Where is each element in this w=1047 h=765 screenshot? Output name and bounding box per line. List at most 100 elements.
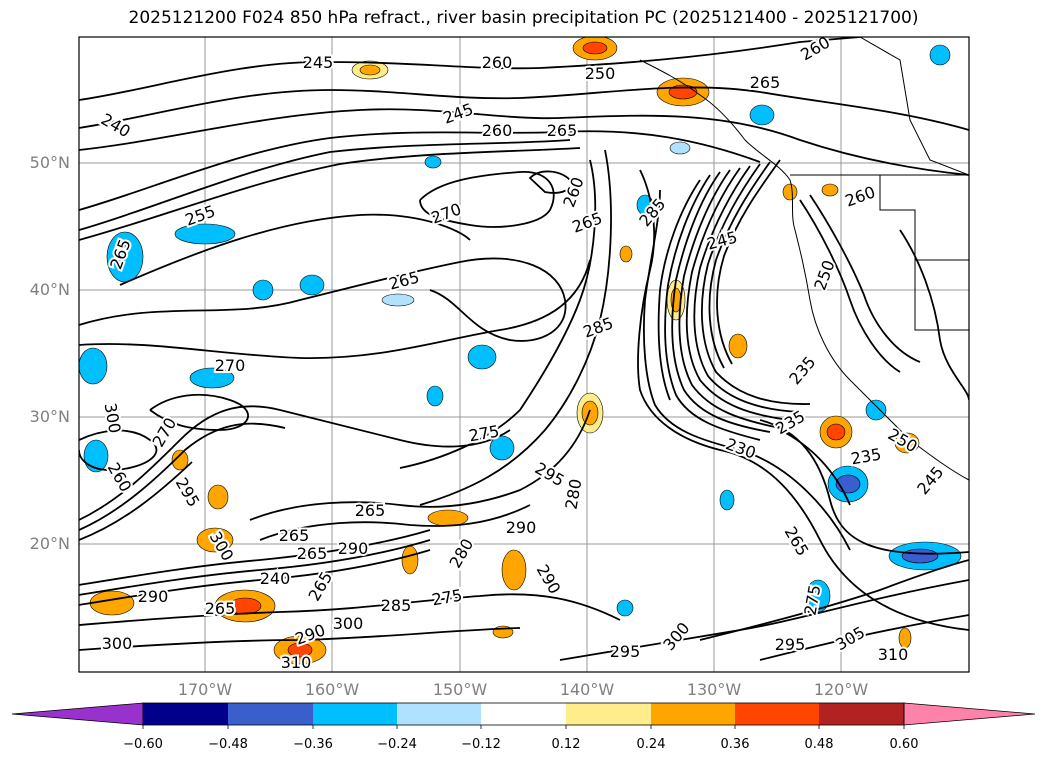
contour-line: [657, 179, 701, 401]
colorbar-segment: [651, 703, 735, 725]
refractivity-contours: [79, 37, 969, 661]
precip-patch: [196, 527, 234, 553]
colorbar-segment: [735, 703, 819, 725]
map-title: 2025121200 F024 850 hPa refract., river …: [128, 8, 919, 28]
contour-line: [79, 529, 431, 586]
precip-patch: [749, 104, 775, 126]
contour-line: [701, 163, 811, 405]
contour-line: [79, 257, 567, 342]
colorbar-tick-label: 0.60: [889, 737, 919, 752]
precip-patch: [381, 293, 415, 307]
contour-line: [685, 167, 791, 421]
contour-line: [79, 539, 431, 596]
colorbar-segment: [481, 703, 566, 725]
precip-patch: [619, 245, 633, 263]
contour-label: 265: [547, 121, 578, 140]
coastline: [639, 59, 969, 481]
border-line: [859, 37, 969, 176]
contour-line: [79, 422, 286, 531]
contour-label: 285: [381, 596, 412, 615]
colorbar-tick-label: −0.48: [208, 737, 248, 752]
contour-label: 265: [297, 544, 328, 563]
contour-line: [79, 86, 969, 131]
precip-patch: [359, 64, 381, 76]
precip-shading: [79, 37, 962, 665]
precip-patch: [826, 423, 846, 441]
precip-patch: [171, 449, 189, 471]
contour-line: [79, 139, 571, 231]
colorbar-extend-low: [11, 702, 144, 726]
contour-label: 295: [610, 642, 641, 661]
contour-line: [259, 504, 531, 541]
contour-line: [79, 627, 521, 651]
precip-patch: [929, 44, 951, 66]
contour-line: [528, 170, 572, 194]
precip-patch: [898, 627, 912, 649]
contour-line: [799, 199, 901, 373]
contour-line: [759, 614, 969, 661]
contour-line: [79, 461, 193, 541]
colorbar-segment: [819, 703, 904, 725]
contour-label: 310: [878, 645, 909, 664]
contour-label: 300: [102, 634, 133, 653]
precip-patch: [401, 545, 419, 575]
lat-label: 20°N: [29, 534, 70, 553]
precip-patch: [894, 432, 920, 454]
contour-line: [716, 159, 781, 365]
lon-label: 120°W: [813, 680, 869, 699]
colorbar: [11, 702, 1036, 729]
precip-patch: [174, 223, 236, 245]
contour-line: [79, 593, 621, 626]
precip-patch: [207, 484, 229, 510]
lon-label: 150°W: [432, 680, 488, 699]
precip-patch: [427, 509, 469, 527]
precip-patch: [252, 279, 274, 301]
contour-label: 240: [260, 569, 291, 588]
contour-label: 290: [506, 518, 537, 537]
map-frame: [78, 36, 970, 673]
contour-line: [79, 37, 861, 101]
precip-patch: [782, 183, 798, 201]
precip-patch: [865, 399, 887, 421]
contour-line: [249, 409, 591, 521]
contour-line: [759, 419, 969, 555]
precip-patch: [636, 194, 654, 216]
lat-label: 30°N: [29, 407, 70, 426]
contour-line: [664, 174, 761, 441]
colorbar-extend-high: [903, 702, 1036, 726]
lon-label: 160°W: [304, 680, 360, 699]
precip-patch: [728, 333, 748, 359]
contour-label: 265: [750, 73, 781, 92]
contour-line: [699, 559, 969, 641]
precip-patch: [821, 183, 839, 197]
colorbar-segment: [313, 703, 397, 725]
precip-patch: [83, 439, 109, 473]
contour-line: [708, 161, 771, 369]
precip-patch: [805, 579, 831, 613]
precip-patch: [616, 599, 634, 617]
border-line: [914, 260, 969, 331]
contour-label: 270: [215, 356, 246, 375]
contour-label: 310: [281, 653, 312, 672]
precip-patch: [719, 489, 735, 511]
precip-patch: [669, 141, 691, 155]
contour-label: 265: [279, 526, 310, 545]
precip-patch: [467, 344, 497, 370]
lon-label: 170°W: [177, 680, 233, 699]
contour-line: [79, 429, 158, 471]
border-line: [879, 175, 969, 261]
lat-label: 50°N: [29, 153, 70, 172]
lon-label: 130°W: [686, 680, 742, 699]
contour-label: 260: [482, 121, 513, 140]
precip-patch: [901, 548, 939, 564]
contour-line: [678, 169, 781, 429]
precip-patch: [582, 41, 608, 55]
contour-line: [779, 429, 851, 506]
contour-line: [809, 194, 921, 363]
contour-line: [671, 171, 771, 433]
contour-line: [419, 149, 612, 506]
contour-line: [419, 171, 555, 228]
contour-line: [643, 189, 851, 551]
contour-line: [119, 213, 471, 286]
